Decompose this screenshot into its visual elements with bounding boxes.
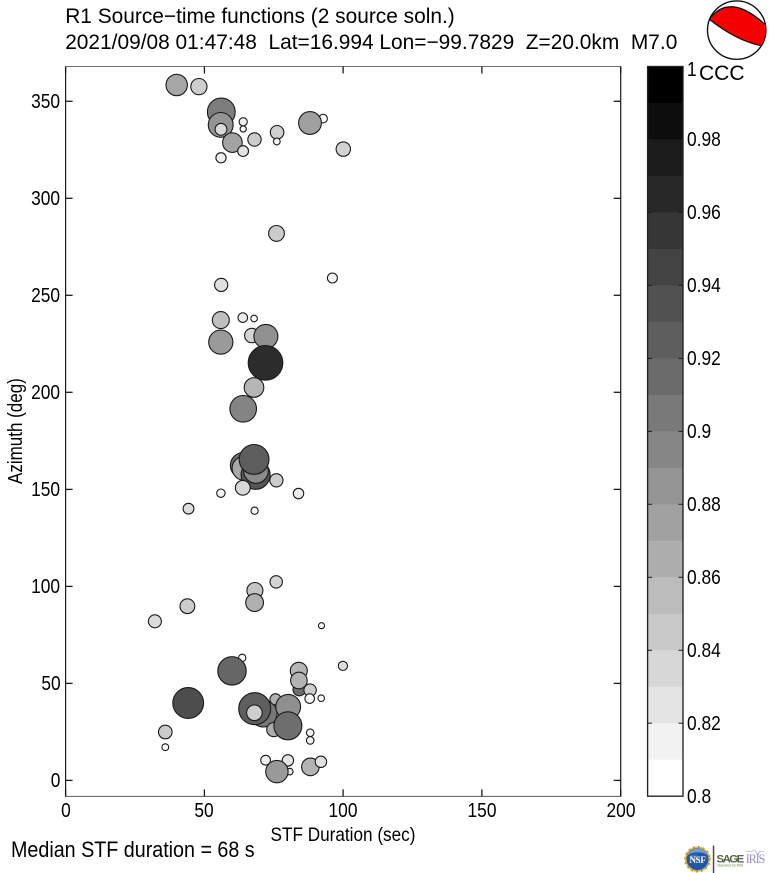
- svg-text:NSF: NSF: [689, 855, 706, 865]
- svg-text:Operated by IRIS: Operated by IRIS: [717, 863, 744, 867]
- svg-text:IRIS: IRIS: [746, 852, 766, 866]
- svg-text:SAGE: SAGE: [717, 854, 745, 866]
